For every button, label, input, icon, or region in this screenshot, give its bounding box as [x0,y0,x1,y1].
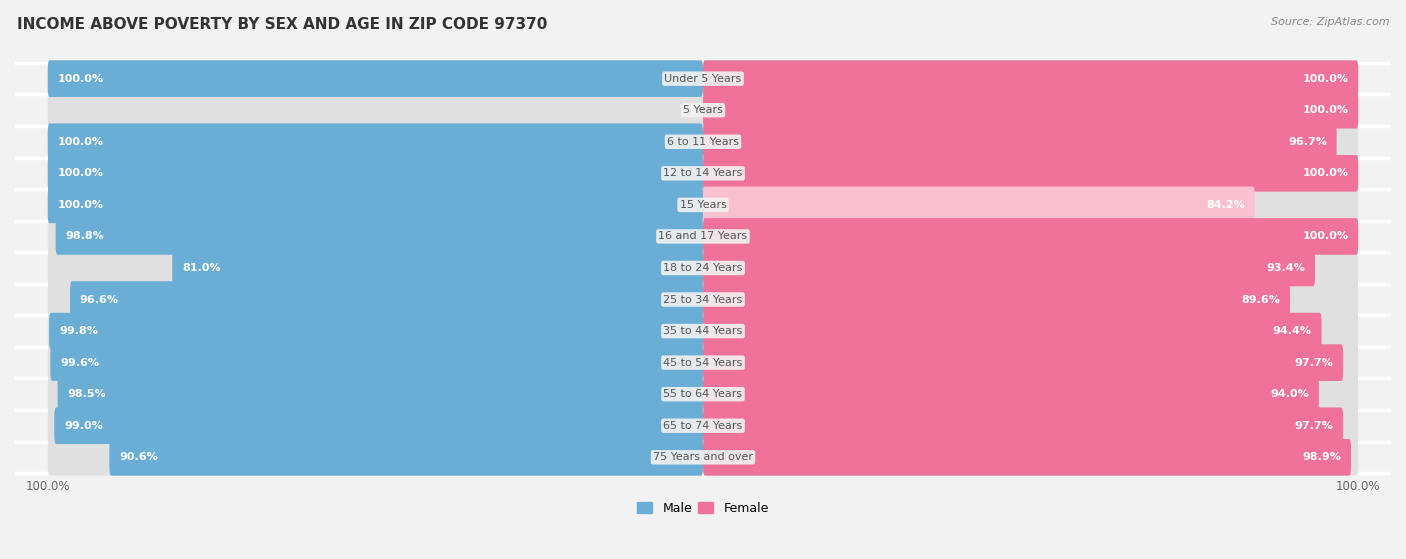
FancyBboxPatch shape [703,92,1358,129]
Text: 89.6%: 89.6% [1241,295,1281,305]
FancyBboxPatch shape [703,155,1358,192]
Legend: Male, Female: Male, Female [633,497,773,520]
FancyBboxPatch shape [703,60,1358,97]
Text: 5 Years: 5 Years [683,105,723,115]
FancyBboxPatch shape [48,60,703,97]
FancyBboxPatch shape [703,124,1358,160]
Text: 99.6%: 99.6% [60,358,100,368]
FancyBboxPatch shape [48,187,703,223]
Text: 98.9%: 98.9% [1302,452,1341,462]
FancyBboxPatch shape [703,281,1291,318]
FancyBboxPatch shape [703,155,1358,192]
FancyBboxPatch shape [48,439,703,476]
Text: 65 to 74 Years: 65 to 74 Years [664,421,742,431]
Text: 98.8%: 98.8% [66,231,104,241]
Text: 15 Years: 15 Years [679,200,727,210]
Text: Under 5 Years: Under 5 Years [665,74,741,84]
FancyBboxPatch shape [703,313,1322,349]
FancyBboxPatch shape [703,60,1358,97]
FancyBboxPatch shape [70,281,703,318]
FancyBboxPatch shape [48,187,703,223]
FancyBboxPatch shape [173,250,703,286]
Text: 100.0%: 100.0% [58,137,104,147]
FancyBboxPatch shape [703,218,1358,255]
FancyBboxPatch shape [48,376,703,413]
Text: 97.7%: 97.7% [1295,421,1333,431]
FancyBboxPatch shape [48,250,703,286]
FancyBboxPatch shape [110,439,703,476]
FancyBboxPatch shape [703,250,1358,286]
Text: 75 Years and over: 75 Years and over [652,452,754,462]
Text: 100.0%: 100.0% [58,168,104,178]
Text: 94.4%: 94.4% [1272,326,1312,336]
FancyBboxPatch shape [48,281,703,318]
Text: 93.4%: 93.4% [1267,263,1305,273]
Text: 90.6%: 90.6% [120,452,157,462]
FancyBboxPatch shape [48,92,703,129]
Text: 99.0%: 99.0% [65,421,103,431]
FancyBboxPatch shape [48,155,703,192]
FancyBboxPatch shape [703,281,1358,318]
FancyBboxPatch shape [48,124,703,160]
Text: 96.7%: 96.7% [1288,137,1327,147]
FancyBboxPatch shape [703,344,1343,381]
FancyBboxPatch shape [48,408,703,444]
FancyBboxPatch shape [703,313,1358,349]
Text: 35 to 44 Years: 35 to 44 Years [664,326,742,336]
FancyBboxPatch shape [703,376,1358,413]
FancyBboxPatch shape [48,124,703,160]
Text: 100.0%: 100.0% [1302,105,1348,115]
FancyBboxPatch shape [48,344,703,381]
Text: Source: ZipAtlas.com: Source: ZipAtlas.com [1271,17,1389,27]
FancyBboxPatch shape [703,187,1254,223]
FancyBboxPatch shape [703,344,1358,381]
FancyBboxPatch shape [48,155,703,192]
Text: INCOME ABOVE POVERTY BY SEX AND AGE IN ZIP CODE 97370: INCOME ABOVE POVERTY BY SEX AND AGE IN Z… [17,17,547,32]
Text: 97.7%: 97.7% [1295,358,1333,368]
Text: 6 to 11 Years: 6 to 11 Years [666,137,740,147]
FancyBboxPatch shape [56,218,703,255]
Text: 98.5%: 98.5% [67,389,105,399]
FancyBboxPatch shape [703,250,1315,286]
Text: 45 to 54 Years: 45 to 54 Years [664,358,742,368]
FancyBboxPatch shape [48,60,703,97]
Text: 99.8%: 99.8% [59,326,98,336]
FancyBboxPatch shape [703,218,1358,255]
FancyBboxPatch shape [703,439,1358,476]
Text: 100.0%: 100.0% [1302,74,1348,84]
Text: 16 and 17 Years: 16 and 17 Years [658,231,748,241]
Text: 100.0%: 100.0% [1302,168,1348,178]
Text: 25 to 34 Years: 25 to 34 Years [664,295,742,305]
Text: 100.0%: 100.0% [58,200,104,210]
FancyBboxPatch shape [55,408,703,444]
Text: 12 to 14 Years: 12 to 14 Years [664,168,742,178]
FancyBboxPatch shape [48,313,703,349]
Text: 100.0%: 100.0% [58,74,104,84]
FancyBboxPatch shape [703,187,1358,223]
Text: 84.2%: 84.2% [1206,200,1244,210]
FancyBboxPatch shape [49,313,703,349]
Text: 18 to 24 Years: 18 to 24 Years [664,263,742,273]
Text: 81.0%: 81.0% [183,263,221,273]
FancyBboxPatch shape [703,124,1337,160]
FancyBboxPatch shape [703,92,1358,129]
FancyBboxPatch shape [703,408,1343,444]
FancyBboxPatch shape [58,376,703,413]
Text: 100.0%: 100.0% [1302,231,1348,241]
FancyBboxPatch shape [703,376,1319,413]
FancyBboxPatch shape [703,439,1351,476]
Text: 94.0%: 94.0% [1271,389,1309,399]
FancyBboxPatch shape [51,344,703,381]
FancyBboxPatch shape [48,218,703,255]
Text: 55 to 64 Years: 55 to 64 Years [664,389,742,399]
FancyBboxPatch shape [703,408,1358,444]
Text: 96.6%: 96.6% [80,295,120,305]
